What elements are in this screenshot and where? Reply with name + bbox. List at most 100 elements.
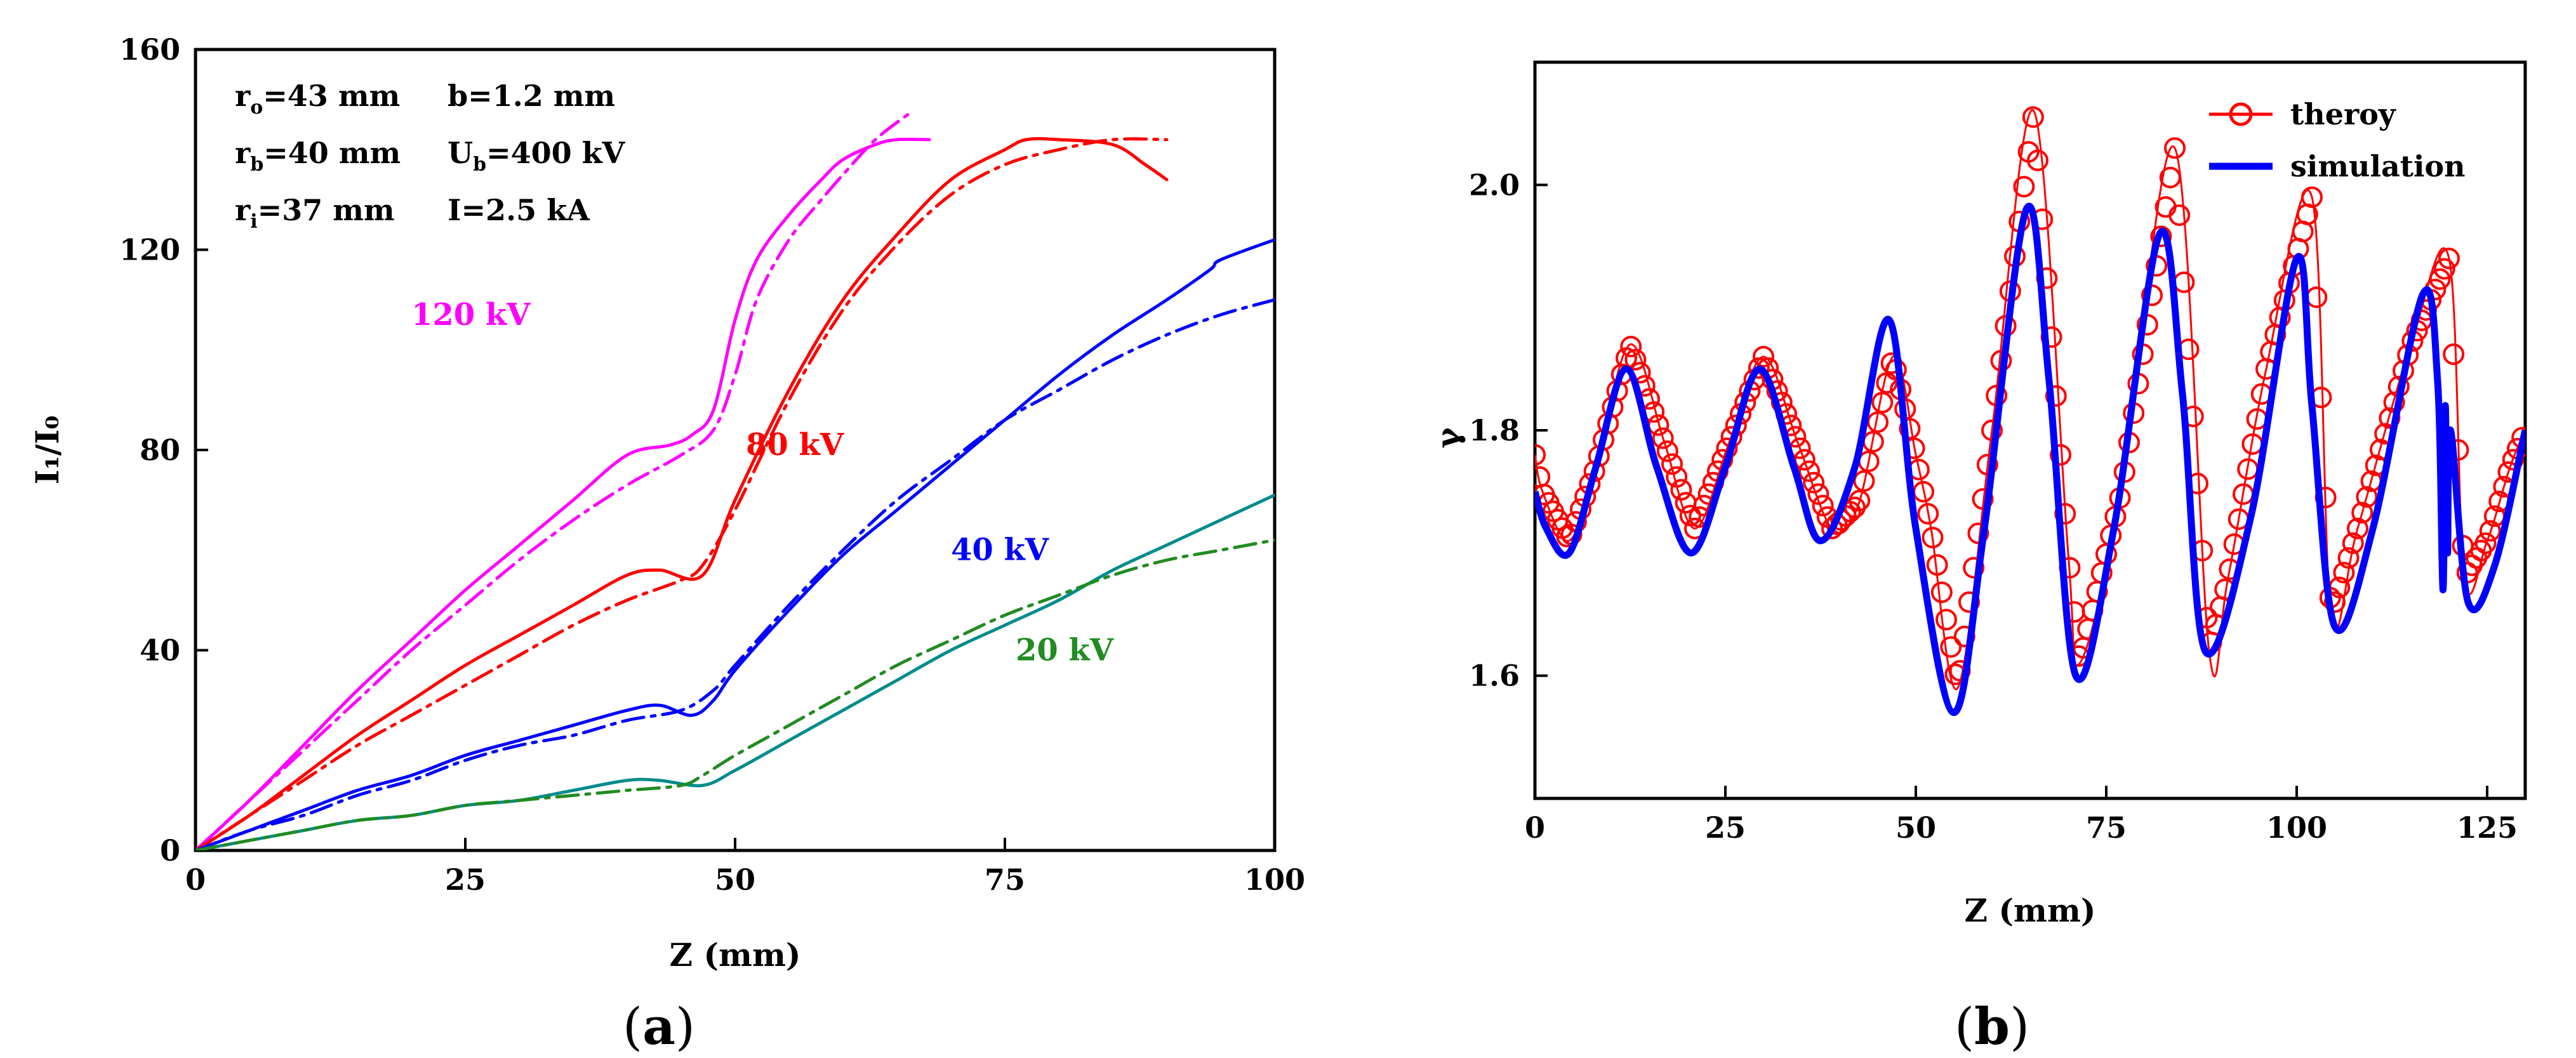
theory-marker xyxy=(1666,466,1688,488)
series-20kv-dashdot-line xyxy=(196,538,1275,850)
panel-a-caption-letter: a xyxy=(642,996,675,1056)
panel-b-y-axis-label: γ xyxy=(1429,427,1466,449)
theory-marker xyxy=(2351,501,2374,524)
theory-marker xyxy=(1917,503,1939,525)
x-tick-label: 0 xyxy=(185,863,206,897)
theory-marker xyxy=(2150,225,2172,248)
series-120kv-solid-line xyxy=(196,137,931,850)
theory-marker xyxy=(1972,488,1994,510)
panel-a-y-axis-label: I₁/I₀ xyxy=(29,416,66,485)
theory-marker xyxy=(1624,348,1647,371)
param-ub-subscript: b xyxy=(473,154,486,176)
panel-b-series xyxy=(1535,106,2525,717)
panel-b-x-axis-label: Z (mm) xyxy=(1964,892,2095,929)
theory-marker xyxy=(2027,149,2048,171)
theory-line xyxy=(1535,109,2525,691)
param-ri-subscript: i xyxy=(250,211,257,233)
legend-theory-marker xyxy=(2229,102,2253,126)
theory-marker xyxy=(2333,562,2355,584)
theory-marker xyxy=(1656,440,1678,462)
param-rb-symbol: r xyxy=(235,136,251,170)
theory-marker xyxy=(2022,106,2044,128)
panel-a-caption: (a) xyxy=(623,996,695,1056)
theory-marker xyxy=(2306,286,2328,308)
panel-a: 0 25 50 75 100 0 40 80 120 160 120 kV 80 kV 40 kV 20… xyxy=(29,32,1305,1056)
y-tick-label: 80 xyxy=(140,433,180,467)
y-tick-label: 160 xyxy=(119,32,180,67)
theory-marker xyxy=(1849,489,1871,512)
theory-marker xyxy=(1976,454,1998,476)
panel-b-ticks: 0 25 50 75 100 125 1.6 1.8 2.0 xyxy=(1469,168,2518,845)
panel-a-ticks: 0 25 50 75 100 0 40 80 120 160 xyxy=(119,32,1305,897)
panel-a-parameters: ro=43 mm b=1.2 mm rb=40 mm Ub=400 kV ri=… xyxy=(235,79,626,233)
theory-marker xyxy=(1661,453,1683,475)
theory-marker xyxy=(1926,554,1948,576)
theory-marker xyxy=(1935,609,1957,631)
theory-marker xyxy=(1620,336,1642,358)
theory-marker xyxy=(2054,503,2076,525)
svg-text:Ub=400 kV: Ub=400 kV xyxy=(448,136,626,176)
theory-marker xyxy=(1963,557,1985,579)
theory-marker xyxy=(2159,166,2181,188)
x-tick-label: 50 xyxy=(1895,810,1936,845)
theory-marker xyxy=(1930,581,1953,604)
theory-marker xyxy=(2342,532,2364,554)
param-ri-symbol: r xyxy=(235,193,251,227)
theory-marker xyxy=(2164,137,2186,159)
x-tick-label: 75 xyxy=(2086,810,2127,845)
series-20kv-solid-line xyxy=(196,493,1275,850)
theory-marker xyxy=(1967,522,1989,545)
x-tick-label: 75 xyxy=(985,863,1025,897)
theory-marker xyxy=(2045,385,2067,407)
theory-marker xyxy=(2168,204,2191,226)
theory-marker xyxy=(2438,248,2460,270)
theory-marker xyxy=(2013,176,2035,198)
theory-marker xyxy=(1679,505,1701,527)
x-tick-label: 100 xyxy=(2266,810,2327,845)
param-i: I=2.5 kA xyxy=(448,193,590,227)
param-r0-value: =43 mm xyxy=(263,79,400,113)
y-tick-label: 1.8 xyxy=(1469,413,1520,447)
x-tick-label: 100 xyxy=(1244,863,1305,897)
theory-marker xyxy=(1867,411,1889,433)
theory-marker xyxy=(1871,392,1894,414)
panel-a-x-axis-label: Z (mm) xyxy=(669,936,800,974)
theory-marker xyxy=(1899,418,1921,440)
theory-marker xyxy=(2474,532,2497,554)
param-ub-value: =400 kV xyxy=(486,136,625,170)
panel-b-caption: (b) xyxy=(1955,996,2029,1056)
theory-marker xyxy=(2324,591,2346,613)
curve-label-20kv: 20 kV xyxy=(1016,632,1114,668)
svg-text:ri=37 mm: ri=37 mm xyxy=(235,193,395,233)
theory-marker xyxy=(2479,520,2501,542)
y-tick-label: 0 xyxy=(160,833,180,868)
curve-label-80kv: 80 kV xyxy=(746,427,844,463)
x-tick-label: 125 xyxy=(2457,810,2518,845)
param-ri-value: =37 mm xyxy=(258,193,395,227)
simulation-line xyxy=(1535,202,2525,717)
param-rb-value: =40 mm xyxy=(263,136,401,170)
legend-simulation-label: simulation xyxy=(2290,149,2466,183)
theory-marker xyxy=(1922,527,1944,548)
svg-text:rb=40 mm: rb=40 mm xyxy=(235,136,401,176)
x-tick-label: 25 xyxy=(445,863,486,897)
panel-b-legend: theroy simulation xyxy=(2209,97,2466,183)
param-ub-symbol: U xyxy=(448,136,473,170)
legend-theory-label: theroy xyxy=(2290,97,2396,131)
theory-marker xyxy=(1803,472,1825,494)
panel-b: 0 25 50 75 100 125 1.6 1.8 2.0 theroy simulation… xyxy=(1429,60,2527,1056)
series-80kv-dashdot-line xyxy=(196,137,1169,850)
theory-marker xyxy=(1958,591,1980,613)
param-r0-subscript: o xyxy=(250,96,263,119)
x-tick-label: 0 xyxy=(1525,810,1545,845)
curve-label-40kv: 40 kV xyxy=(951,532,1049,568)
x-tick-label: 50 xyxy=(715,863,755,897)
theory-marker xyxy=(2050,444,2071,466)
theory-marker xyxy=(2429,268,2451,290)
theory-marker xyxy=(1798,460,1820,482)
theory-marker xyxy=(1807,483,1829,505)
panel-a-annotations: 120 kV 80 kV 40 kV 20 kV xyxy=(411,297,1114,668)
theory-marker xyxy=(2173,271,2195,293)
param-r0-symbol: r xyxy=(235,79,251,113)
